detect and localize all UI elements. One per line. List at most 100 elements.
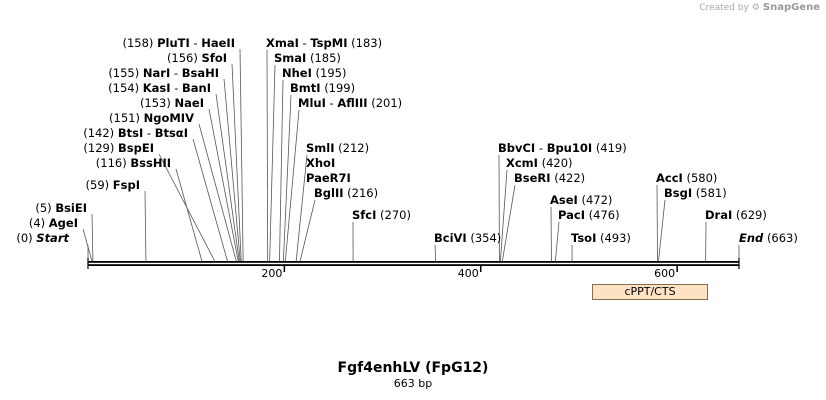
site-name: KasI [142, 81, 171, 95]
site-label[interactable]: (59) FspI [86, 178, 140, 192]
site-name: BsgI [664, 186, 693, 200]
site-leader-line [295, 154, 308, 262]
site-label[interactable]: PaeR7I [306, 171, 351, 185]
site-name-secondary: Bpu10I [546, 141, 593, 155]
site-label[interactable]: BbvCI - Bpu10I (419) [498, 141, 627, 155]
site-label[interactable]: MluI - AflIII (201) [298, 96, 402, 110]
site-name: BbvCI [498, 141, 536, 155]
site-name: PluTI [157, 36, 190, 50]
site-label[interactable]: BsgI (581) [664, 186, 727, 200]
site-name: BspEI [118, 141, 154, 155]
site-name: XcmI [506, 156, 538, 170]
ruler-tick-label: 200 [261, 267, 283, 280]
site-leader-line [208, 108, 239, 262]
site-label[interactable]: SmaI (185) [274, 51, 341, 65]
site-position-text: (422) [554, 171, 586, 185]
credit-brand: SnapGene [762, 2, 820, 13]
site-name: SfcI [352, 208, 377, 222]
site-label[interactable]: AccI (580) [656, 171, 717, 185]
site-label[interactable]: PacI (476) [558, 208, 620, 222]
site-position-text: (420) [541, 156, 573, 170]
dna-backbone-gap [88, 262, 739, 265]
site-name: BciVI [434, 231, 467, 245]
site-label[interactable]: End (663) [739, 231, 798, 245]
site-label[interactable]: SfcI (270) [352, 208, 411, 222]
site-leader-line [284, 109, 300, 262]
site-name: BtsI [117, 126, 144, 140]
site-leader-line [192, 138, 228, 262]
site-leader-line [269, 64, 276, 262]
site-label[interactable]: SmlI (212) [306, 141, 369, 155]
site-leader-lines [82, 48, 740, 262]
site-name: PaeR7I [306, 171, 351, 185]
site-label[interactable]: BglII (216) [314, 186, 378, 200]
site-separator: - [193, 36, 198, 50]
site-label[interactable]: (0) Start [16, 231, 69, 245]
site-label[interactable]: XhoI [306, 156, 335, 170]
site-name-secondary: TspMI [310, 36, 348, 50]
site-name: BssHII [130, 156, 171, 170]
site-label[interactable]: NheI (195) [282, 66, 346, 80]
site-leader-line [91, 213, 94, 262]
site-name: AccI [656, 171, 683, 185]
site-name: SfoI [201, 51, 227, 65]
site-name: SmlI [306, 141, 335, 155]
site-leader-line [434, 244, 436, 262]
site-leader-line [239, 48, 244, 262]
site-name: BsiEI [55, 201, 87, 215]
site-name-secondary: BanI [182, 81, 211, 95]
site-name: NarI [142, 66, 171, 80]
site-label[interactable]: (5) BsiEI [35, 201, 87, 215]
site-label[interactable]: (142) BtsI - BtsαI [83, 126, 188, 140]
site-leader-line [198, 123, 237, 262]
site-position-text: (142) [83, 126, 115, 140]
site-label[interactable]: (153) NaeI [140, 96, 204, 110]
site-name: DraI [705, 208, 733, 222]
site-label[interactable]: BciVI (354) [434, 231, 501, 245]
site-position-text: (580) [686, 171, 718, 185]
map-title: Fgf4enhLV (FpG12) [337, 360, 489, 376]
site-leader-line [175, 168, 203, 262]
site-leader-line [499, 169, 508, 262]
site-label[interactable]: DraI (629) [705, 208, 767, 222]
site-position-text: (212) [338, 141, 370, 155]
site-separator: - [173, 66, 179, 80]
feature-cppt-cts[interactable]: cPPT/CTS [592, 284, 708, 300]
site-name: AgeI [48, 216, 78, 230]
site-label[interactable]: (116) BssHII [96, 156, 171, 170]
site-label[interactable]: (4) AgeI [29, 216, 78, 230]
site-label[interactable]: (156) SfoI [167, 51, 227, 65]
site-name: FspI [112, 178, 140, 192]
site-label[interactable]: AseI (472) [550, 193, 612, 207]
site-name: XhoI [306, 156, 336, 170]
site-position-text: (4) [28, 216, 46, 230]
site-label[interactable]: (129) BspEI [83, 141, 154, 155]
site-label[interactable]: (158) PluTI - HaeII [123, 36, 236, 50]
site-position-text: (216) [347, 186, 379, 200]
map-length: 663 bp [393, 377, 433, 390]
site-leader-line [658, 199, 666, 262]
site-position-text: (201) [371, 96, 403, 110]
site-name: BglII [314, 186, 344, 200]
site-label[interactable]: (154) KasI - BanI [108, 81, 211, 95]
site-label[interactable]: (155) NarI - BsaHI [108, 66, 219, 80]
site-name: Start [36, 231, 69, 245]
site-leader-line [282, 94, 292, 262]
site-leader-line [279, 79, 284, 262]
site-name: NgoMIV [143, 111, 194, 125]
site-position-text: (663) [766, 231, 798, 245]
site-position-text: (156) [166, 51, 198, 65]
site-label[interactable]: XmaI - TspMI (183) [266, 36, 382, 50]
site-position-text: (59) [85, 178, 110, 192]
site-label[interactable]: XcmI (420) [506, 156, 573, 170]
site-label[interactable]: BmtI (199) [290, 81, 355, 95]
site-position-text: (354) [470, 231, 502, 245]
site-label[interactable]: TsoI (493) [571, 231, 631, 245]
site-name: AseI [550, 193, 578, 207]
site-label[interactable]: (151) NgoMIV [109, 111, 194, 125]
site-label[interactable]: BseRI (422) [514, 171, 585, 185]
site-leader-line [266, 49, 269, 262]
site-leader-line [82, 228, 93, 262]
ruler-ticks [283, 266, 678, 272]
